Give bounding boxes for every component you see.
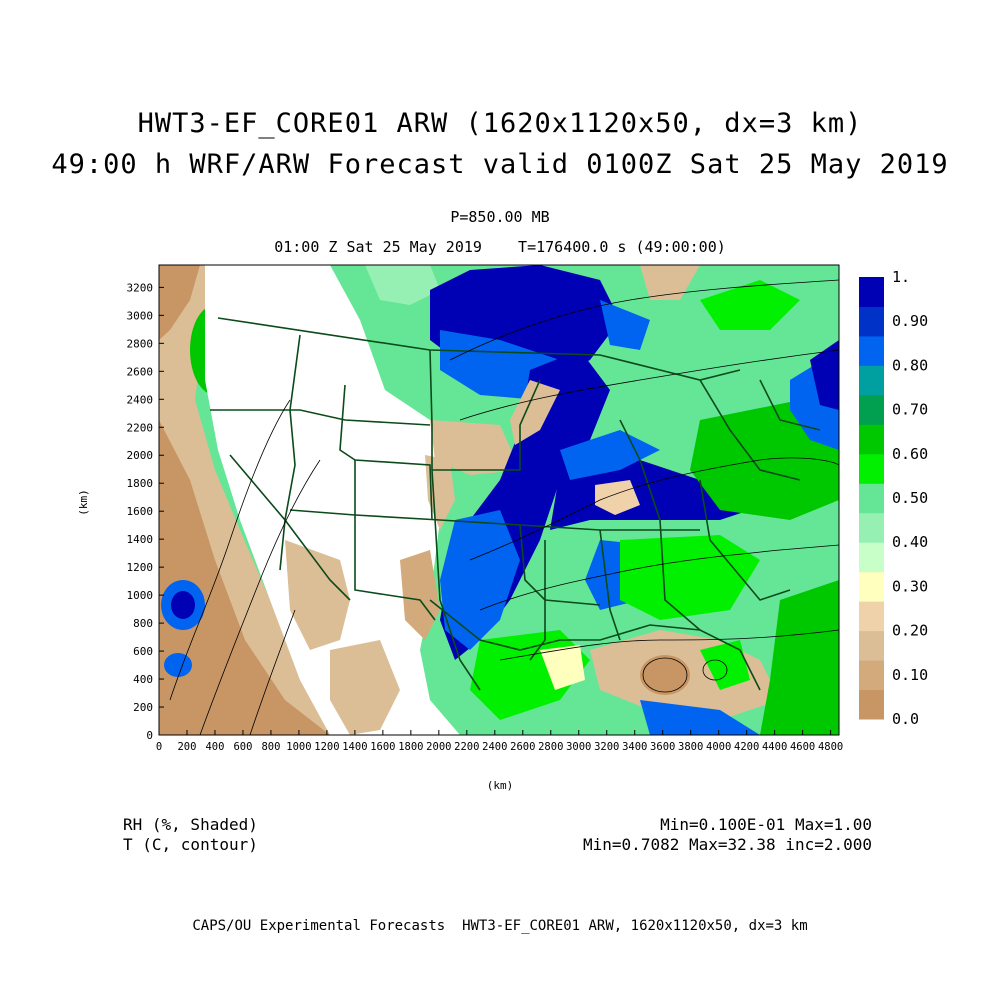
x-tick-label: 3200 (594, 741, 619, 753)
colorbar-swatch (859, 424, 884, 455)
colorbar-swatch (859, 601, 884, 632)
y-tick-label: 1400 (127, 533, 154, 546)
colorbar-swatch (859, 630, 884, 661)
y-tick-label: 2000 (127, 449, 154, 462)
rh-field (159, 265, 839, 735)
y-tick-label: 2200 (127, 421, 154, 434)
rh-colorbar: 1. 0.90 0.80 0.70 0.60 0.50 0.40 0.30 0.20 0.10 0.… (859, 268, 928, 728)
colorbar-swatch (859, 277, 884, 307)
x-tick-label: 4200 (734, 741, 759, 753)
x-tick-label: 3400 (622, 741, 647, 753)
y-tick-label: 600 (133, 645, 153, 658)
x-tick-label: 1600 (370, 741, 395, 753)
y-tick-label: 1600 (127, 505, 154, 518)
y-tick-label: 3200 (127, 281, 154, 294)
x-tick-label: 1400 (342, 741, 367, 753)
colorbar-label: 0.10 (892, 666, 928, 684)
colorbar-label: 0.80 (892, 356, 928, 374)
y-tick-label: 800 (133, 617, 153, 630)
colorbar-swatch (859, 660, 884, 691)
plot-subtitle: 49:00 h WRF/ARW Forecast valid 0100Z Sat… (51, 149, 949, 180)
colorbar-label: 0.70 (892, 401, 928, 419)
x-tick-label: 600 (233, 741, 252, 753)
colorbar-swatch (859, 689, 884, 720)
x-tick-label: 4000 (706, 741, 731, 753)
x-tick-label: 2400 (482, 741, 507, 753)
x-tick-label: 4800 (818, 741, 843, 753)
colorbar-swatch (859, 512, 884, 543)
colorbar-label: 0.20 (892, 622, 928, 640)
x-tick-label: 2800 (538, 741, 563, 753)
valid-time: 01:00 Z Sat 25 May 2019 T=176400.0 s (49… (274, 238, 726, 256)
shade-field-stats: Min=0.100E-01 Max=1.00 (660, 815, 872, 834)
colorbar-swatch (859, 483, 884, 514)
x-tick-label: 3000 (566, 741, 591, 753)
plot-title: HWT3-EF_CORE01 ARW (1620x1120x50, dx=3 k… (137, 108, 863, 139)
y-tick-label: 200 (133, 701, 153, 714)
x-tick-label: 3800 (678, 741, 703, 753)
x-axis-ticks: 0 200 400 600 800 1000 1200 1400 1600 1800 2000 220… (156, 730, 843, 753)
colorbar-swatch (859, 571, 884, 602)
x-axis-label: (km) (486, 779, 514, 792)
x-tick-label: 4600 (790, 741, 815, 753)
footer-credit: CAPS/OU Experimental Forecasts HWT3-EF_C… (192, 918, 808, 934)
x-tick-label: 0 (156, 741, 162, 753)
x-tick-label: 3600 (650, 741, 675, 753)
y-tick-label: 400 (133, 673, 153, 686)
colorbar-swatch (859, 394, 884, 425)
colorbar-swatch (859, 335, 884, 366)
colorbar-label: 1. (892, 268, 910, 286)
colorbar-swatch (859, 542, 884, 573)
colorbar-swatch (859, 306, 884, 337)
pressure-level: P=850.00 MB (450, 208, 550, 226)
boundary-lines (210, 317, 821, 691)
x-tick-label: 2200 (454, 741, 479, 753)
y-tick-label: 0 (146, 729, 153, 742)
colorbar-swatch (859, 453, 884, 484)
y-tick-label: 2800 (127, 337, 154, 350)
y-tick-label: 1200 (127, 561, 154, 574)
x-tick-label: 800 (261, 741, 280, 753)
colorbar-label: 0.40 (892, 533, 928, 551)
colorbar-label: 0.50 (892, 489, 928, 507)
x-tick-label: 200 (177, 741, 196, 753)
shade-field-label: RH (%, Shaded) (123, 815, 258, 834)
colorbar-label: 0.60 (892, 445, 928, 463)
y-tick-label: 2400 (127, 393, 154, 406)
plot-frame (158, 264, 840, 736)
colorbar-swatch (859, 365, 884, 396)
contour-field-stats: Min=0.7082 Max=32.38 inc=2.000 (583, 835, 872, 854)
x-tick-label: 4400 (762, 741, 787, 753)
y-axis-label: (km) (76, 489, 90, 516)
colorbar-label: 0.90 (892, 312, 928, 330)
x-tick-label: 2600 (510, 741, 535, 753)
x-tick-label: 1800 (398, 741, 423, 753)
y-tick-label: 3000 (127, 309, 154, 322)
y-tick-label: 2600 (127, 365, 154, 378)
x-tick-label: 400 (205, 741, 224, 753)
temperature-contours (169, 279, 839, 735)
y-tick-label: 1800 (127, 477, 154, 490)
colorbar-label: 0.30 (892, 577, 928, 595)
y-tick-label: 1000 (127, 589, 154, 602)
colorbar-label: 0.0 (892, 710, 919, 728)
x-tick-label: 1000 (286, 741, 311, 753)
x-tick-label: 2000 (426, 741, 451, 753)
y-axis-ticks: 0 200 400 600 800 1000 1200 1400 1600 1800 2000 220… (127, 281, 164, 742)
contour-field-label: T (C, contour) (123, 835, 258, 854)
x-tick-label: 1200 (314, 741, 339, 753)
